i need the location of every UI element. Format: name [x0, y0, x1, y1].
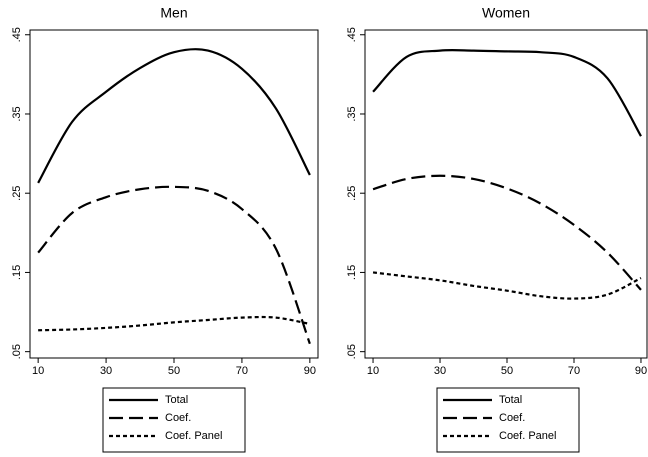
series-line: [37, 185, 311, 345]
plot-frame: [29, 29, 319, 359]
plot-frame: [364, 29, 648, 359]
legend-label: Total: [499, 394, 522, 406]
x-tick-label: 30: [100, 365, 112, 377]
y-tick-label: .05: [11, 344, 23, 359]
series-line: [38, 315, 311, 332]
x-tick-label: 50: [168, 365, 180, 377]
legend-box: [102, 387, 246, 453]
legend-label: Coef.: [165, 412, 191, 424]
series-line: [372, 271, 642, 300]
legend-label: Coef. Panel: [499, 430, 556, 442]
x-tick-label: 90: [304, 365, 316, 377]
x-tick-label: 50: [501, 365, 513, 377]
y-tick-label: .45: [11, 27, 23, 42]
legend-label: Coef. Panel: [165, 430, 222, 442]
x-tick-label: 90: [635, 365, 647, 377]
y-tick-label: .25: [11, 186, 23, 201]
y-tick-label: .15: [346, 265, 358, 280]
y-tick-label: .45: [346, 27, 358, 42]
y-tick-label: .25: [346, 186, 358, 201]
x-tick-label: 30: [434, 365, 446, 377]
series-line: [37, 48, 311, 184]
y-tick-label: .15: [11, 265, 23, 280]
chart-title: Women: [482, 5, 530, 21]
legend-box: [436, 387, 580, 453]
x-tick-label: 70: [568, 365, 580, 377]
x-tick-label: 10: [367, 365, 379, 377]
y-tick-label: .05: [346, 344, 358, 359]
chart-title: Men: [160, 5, 187, 21]
legend-label: Total: [165, 394, 188, 406]
series-line: [372, 174, 642, 291]
y-tick-label: .35: [346, 106, 358, 121]
y-tick-label: .35: [11, 106, 23, 121]
x-tick-label: 70: [236, 365, 248, 377]
series-line: [372, 49, 642, 137]
x-tick-label: 10: [32, 365, 44, 377]
legend-label: Coef.: [499, 412, 525, 424]
